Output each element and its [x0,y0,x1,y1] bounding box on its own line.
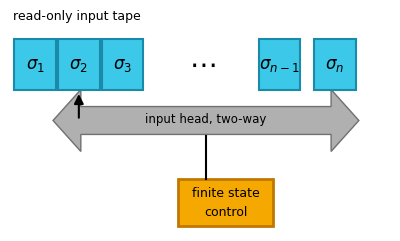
Text: $\sigma_n$: $\sigma_n$ [326,55,345,74]
FancyBboxPatch shape [258,39,300,90]
Text: input head, two-way: input head, two-way [145,113,267,126]
Text: $\sigma_{n-1}$: $\sigma_{n-1}$ [259,55,300,74]
Text: read-only input tape: read-only input tape [13,10,141,23]
Polygon shape [53,89,359,152]
Text: $\sigma_3$: $\sigma_3$ [113,55,132,74]
FancyBboxPatch shape [102,39,143,90]
Text: $\sigma_1$: $\sigma_1$ [26,55,45,74]
Text: finite state
control: finite state control [192,187,260,219]
Text: $\cdots$: $\cdots$ [189,51,215,79]
FancyBboxPatch shape [58,39,100,90]
Text: $\sigma_2$: $\sigma_2$ [70,55,88,74]
FancyBboxPatch shape [14,39,56,90]
FancyBboxPatch shape [178,180,274,226]
FancyBboxPatch shape [314,39,356,90]
